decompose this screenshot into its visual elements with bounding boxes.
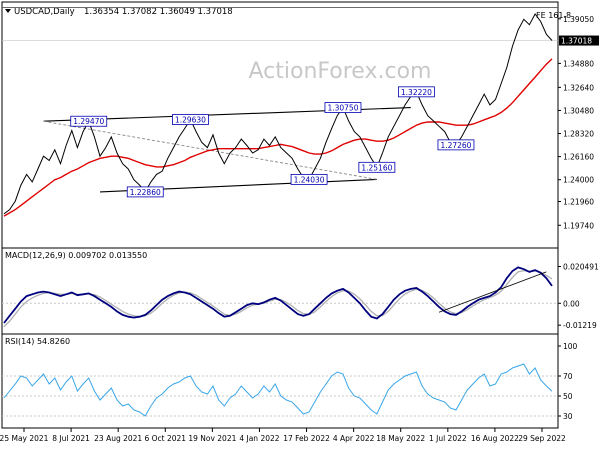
level-box — [437, 139, 475, 151]
level-text: 1.32220 — [401, 88, 432, 97]
macd-axis-tick-label: 0.020491 — [563, 263, 599, 272]
x-axis-tick-label: 17 Feb 2022 — [283, 434, 330, 443]
x-axis-tick-label: 25 May 2021 — [0, 434, 49, 443]
price-axis-tick-label: 1.19740 — [563, 221, 594, 230]
x-axis-tick-label: 23 Aug 2021 — [94, 434, 142, 443]
level-label: 1.25160 — [358, 161, 396, 173]
level-box — [290, 173, 328, 185]
x-axis-tick-label: 4 Apr 2022 — [333, 434, 375, 443]
rsi-axis-tick-label: 100 — [563, 342, 578, 351]
rsi-axis-tick-label: 50 — [563, 392, 573, 401]
current-price-label: 1.37018 — [561, 37, 592, 46]
price-axis-tick-label: 1.34880 — [563, 59, 594, 68]
level-label: 1.29470 — [70, 115, 108, 127]
rsi-title: RSI(14) 54.8260 — [5, 337, 70, 346]
level-text: 1.30750 — [327, 104, 358, 113]
level-text: 1.29470 — [73, 117, 104, 126]
price-axis-tick-label: 1.39050 — [563, 15, 594, 24]
rsi-panel — [1, 333, 559, 429]
x-axis-tick-label: 18 May 2022 — [376, 434, 425, 443]
level-text: 1.24030 — [294, 175, 325, 184]
level-label: 1.29630 — [172, 114, 209, 125]
macd-axis-tick-label: -0.01219 — [563, 321, 597, 330]
level-label: 1.32220 — [398, 86, 435, 98]
level-box — [398, 86, 435, 98]
rsi-axis-tick-label: 30 — [563, 412, 573, 421]
level-text: 1.29630 — [175, 116, 206, 125]
level-text: 1.22860 — [130, 188, 161, 197]
x-axis-tick-label: 6 Oct 2021 — [144, 434, 186, 443]
level-box — [126, 186, 164, 198]
macd-line — [3, 266, 553, 324]
macd-trendline — [438, 271, 547, 313]
x-axis-tick-label: 8 Jul 2021 — [52, 434, 90, 443]
current-price-badge — [559, 35, 599, 46]
chart-ohlc: 1.36354 1.37082 1.36049 1.37018 — [84, 7, 233, 17]
rsi-axis-tick-label: 70 — [563, 372, 573, 381]
level-box — [324, 102, 362, 113]
macd-axis-tick-label: 0.00 — [563, 299, 580, 308]
price-line — [3, 13, 553, 215]
x-axis-tick-label: 29 Sep 2022 — [518, 434, 566, 443]
price-axis-tick-label: 1.32640 — [563, 83, 594, 92]
rsi-line — [3, 363, 553, 417]
level-label: 1.24030 — [290, 173, 328, 185]
level-label: 1.27260 — [437, 139, 475, 151]
level-text: 1.25160 — [361, 163, 392, 172]
macd-title: MACD(12,26,9) 0.009702 0.013550 — [5, 251, 147, 260]
chart-header: USDCAD,Daily — [14, 7, 75, 17]
price-axis-tick-label: 1.26160 — [563, 153, 594, 162]
price-axis-tick-label: 1.30480 — [563, 106, 594, 115]
dropdown-triangle-icon[interactable] — [5, 9, 11, 13]
level-box — [358, 161, 396, 173]
fib-label: FE 161.8 — [536, 11, 571, 20]
ma-line — [3, 58, 553, 217]
x-axis-tick-label: 16 Aug 2022 — [471, 434, 519, 443]
price-axis-tick-label: 1.21960 — [563, 198, 594, 207]
price-axis-tick-label: 1.24000 — [563, 176, 594, 185]
price-axis-tick-label: 1.28320 — [563, 130, 594, 139]
level-label: 1.22860 — [126, 186, 164, 198]
level-label: 1.30750 — [324, 102, 362, 113]
level-box — [172, 114, 209, 125]
x-axis-tick-label: 1 Jul 2022 — [429, 434, 467, 443]
x-axis-tick-label: 19 Nov 2021 — [188, 434, 236, 443]
level-box — [70, 115, 108, 127]
watermark: ActionForex.com — [249, 59, 432, 84]
level-text: 1.27260 — [440, 141, 471, 150]
x-axis-tick-label: 4 Jan 2022 — [239, 434, 279, 443]
diagonal-trendline — [43, 120, 377, 180]
